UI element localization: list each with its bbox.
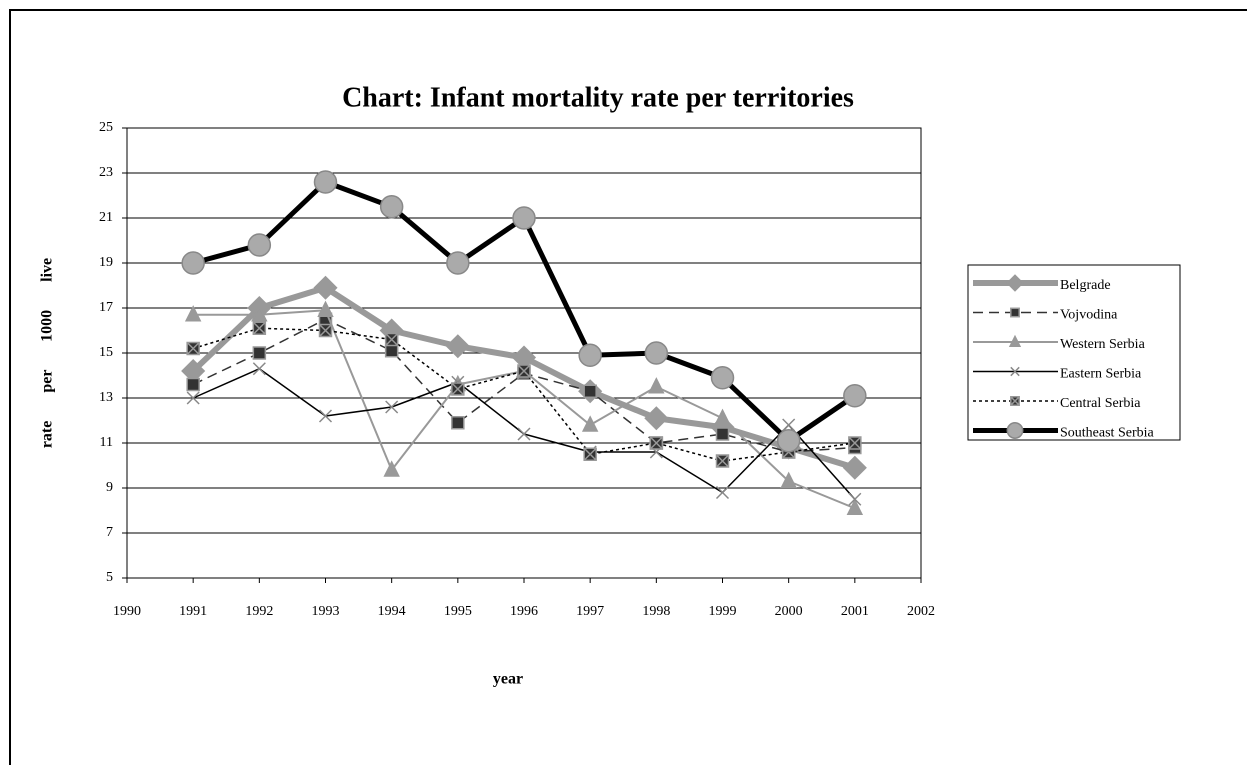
marker bbox=[848, 492, 862, 506]
frame bbox=[9, 9, 1247, 765]
marker bbox=[313, 275, 338, 300]
y-tick-label: 19 bbox=[99, 255, 113, 270]
legend-label: Vojvodina bbox=[1060, 308, 1118, 323]
x-axis-label: year bbox=[493, 671, 523, 688]
x-tick-label: 1999 bbox=[709, 604, 737, 619]
marker bbox=[578, 343, 602, 367]
y-tick-label: 15 bbox=[99, 345, 113, 360]
marker bbox=[451, 416, 465, 430]
marker bbox=[317, 300, 334, 317]
marker bbox=[451, 382, 465, 396]
marker bbox=[1008, 334, 1022, 347]
marker bbox=[383, 460, 400, 477]
marker bbox=[782, 418, 796, 432]
x-tick-label: 1998 bbox=[642, 604, 670, 619]
marker bbox=[843, 384, 867, 408]
marker bbox=[384, 344, 399, 358]
y-tick-label: 25 bbox=[99, 120, 113, 135]
marker bbox=[247, 233, 272, 257]
x-tick-label: 2002 bbox=[907, 604, 935, 619]
marker bbox=[776, 429, 801, 453]
marker bbox=[583, 384, 597, 398]
marker bbox=[583, 447, 597, 461]
marker bbox=[186, 341, 200, 356]
y-tick-label: 5 bbox=[106, 570, 113, 585]
marker bbox=[648, 377, 665, 394]
marker bbox=[846, 498, 864, 515]
marker bbox=[644, 341, 669, 365]
marker bbox=[252, 321, 267, 335]
x-tick-label: 1994 bbox=[378, 604, 406, 619]
marker bbox=[848, 436, 862, 450]
y-tick-label: 23 bbox=[99, 165, 113, 180]
marker bbox=[318, 409, 333, 423]
marker bbox=[251, 305, 268, 322]
marker bbox=[710, 366, 735, 390]
legend-label: Western Serbia bbox=[1060, 337, 1146, 352]
marker bbox=[186, 391, 200, 405]
x-tick-label: 1992 bbox=[245, 604, 273, 619]
marker bbox=[517, 427, 531, 441]
legend bbox=[967, 264, 1181, 441]
marker bbox=[715, 427, 730, 441]
x-tick-label: 1997 bbox=[576, 604, 604, 619]
marker bbox=[780, 471, 797, 488]
x-tick-label: 1993 bbox=[312, 604, 340, 619]
marker bbox=[512, 206, 536, 230]
marker bbox=[714, 408, 731, 425]
x-tick-label: 1991 bbox=[179, 604, 207, 619]
marker bbox=[445, 334, 470, 359]
x-tick-label: 1996 bbox=[510, 604, 538, 619]
x-tick-label: 2000 bbox=[775, 604, 803, 619]
marker bbox=[181, 251, 205, 275]
y-tick-label: 21 bbox=[99, 210, 113, 225]
legend-label: Belgrade bbox=[1060, 278, 1111, 293]
marker bbox=[384, 332, 399, 347]
marker bbox=[644, 406, 669, 431]
y-tick-label: 17 bbox=[99, 300, 113, 315]
legend-label: Central Serbia bbox=[1060, 396, 1141, 411]
marker bbox=[446, 251, 470, 275]
y-tick-label: 9 bbox=[106, 480, 113, 495]
x-tick-label: 1995 bbox=[444, 604, 472, 619]
marker bbox=[1010, 396, 1020, 406]
marker bbox=[385, 400, 399, 414]
marker bbox=[1006, 274, 1024, 292]
marker bbox=[252, 362, 266, 376]
marker bbox=[517, 364, 531, 378]
marker bbox=[581, 415, 599, 432]
marker bbox=[1006, 422, 1024, 439]
marker bbox=[379, 195, 404, 219]
y-tick-label: 7 bbox=[106, 525, 113, 540]
legend-label: Southeast Serbia bbox=[1060, 426, 1154, 441]
marker bbox=[252, 346, 267, 360]
marker bbox=[649, 436, 664, 450]
y-tick-label: 13 bbox=[99, 390, 113, 405]
legend-label: Eastern Serbia bbox=[1060, 367, 1142, 382]
y-axis-label: rate per 1000 live bbox=[39, 258, 56, 448]
x-tick-label: 2001 bbox=[841, 604, 869, 619]
marker bbox=[715, 485, 730, 500]
marker bbox=[715, 454, 730, 468]
marker bbox=[1010, 366, 1020, 377]
chart-title: Chart: Infant mortality rate per territo… bbox=[342, 82, 854, 113]
x-tick-label: 1990 bbox=[113, 604, 141, 619]
marker bbox=[1010, 307, 1020, 318]
marker bbox=[184, 305, 202, 322]
marker bbox=[186, 377, 200, 392]
marker bbox=[313, 170, 338, 194]
marker bbox=[318, 323, 333, 338]
marker bbox=[842, 455, 867, 480]
y-tick-label: 11 bbox=[100, 435, 113, 450]
